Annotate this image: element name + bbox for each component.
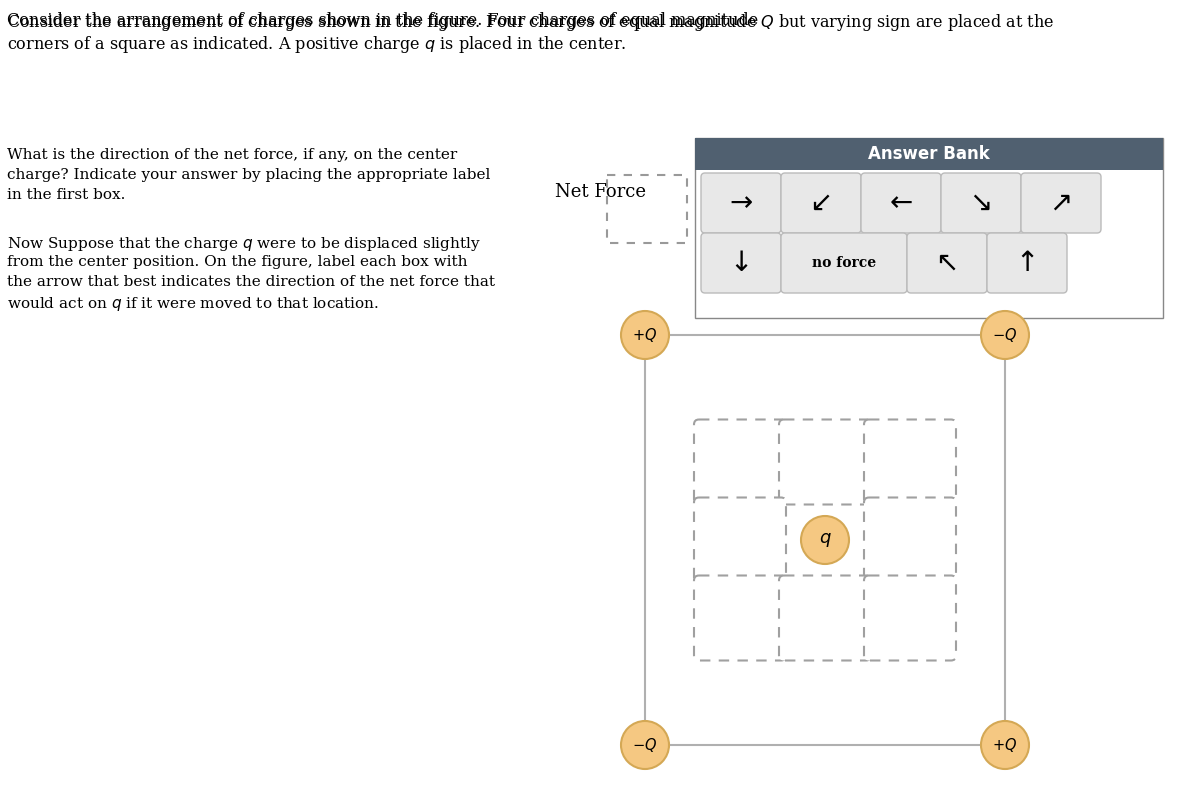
FancyBboxPatch shape (702, 233, 781, 293)
FancyBboxPatch shape (864, 576, 955, 660)
Text: charge? Indicate your answer by placing the appropriate label: charge? Indicate your answer by placing … (7, 168, 490, 182)
Circle shape (981, 721, 1029, 769)
Text: would act on $q$ if it were moved to that location.: would act on $q$ if it were moved to tha… (7, 295, 379, 313)
Text: Now Suppose that the charge $q$ were to be displaced slightly: Now Suppose that the charge $q$ were to … (7, 235, 481, 253)
FancyBboxPatch shape (694, 138, 1163, 170)
Text: $-Q$: $-Q$ (632, 736, 658, 754)
FancyBboxPatch shape (861, 173, 941, 233)
FancyBboxPatch shape (694, 498, 787, 582)
Text: Net Force: Net Force (555, 183, 646, 201)
FancyBboxPatch shape (987, 233, 1066, 293)
Text: ↙: ↙ (809, 189, 833, 217)
FancyBboxPatch shape (702, 173, 781, 233)
Text: no force: no force (813, 256, 876, 270)
Text: Consider the arrangement of charges shown in the figure. Four charges of equal m: Consider the arrangement of charges show… (7, 12, 763, 29)
Text: ↖: ↖ (935, 249, 959, 277)
FancyBboxPatch shape (779, 419, 872, 505)
FancyBboxPatch shape (907, 233, 987, 293)
Text: Answer Bank: Answer Bank (868, 145, 990, 163)
Text: from the center position. On the figure, label each box with: from the center position. On the figure,… (7, 255, 468, 269)
Circle shape (801, 516, 849, 564)
FancyBboxPatch shape (607, 175, 687, 243)
Text: →: → (730, 189, 752, 217)
Text: ↘: ↘ (970, 189, 992, 217)
FancyBboxPatch shape (694, 419, 787, 505)
Text: $+Q$: $+Q$ (992, 736, 1018, 754)
Circle shape (981, 311, 1029, 359)
FancyBboxPatch shape (941, 173, 1022, 233)
Text: ↓: ↓ (730, 249, 752, 277)
FancyBboxPatch shape (694, 576, 787, 660)
Text: $-Q$: $-Q$ (992, 326, 1018, 344)
Text: What is the direction of the net force, if any, on the center: What is the direction of the net force, … (7, 148, 457, 162)
Text: the arrow that best indicates the direction of the net force that: the arrow that best indicates the direct… (7, 275, 495, 289)
FancyBboxPatch shape (781, 173, 861, 233)
Text: $+Q$: $+Q$ (632, 326, 658, 344)
FancyBboxPatch shape (864, 419, 955, 505)
Text: $q$: $q$ (818, 531, 831, 549)
Text: ↑: ↑ (1016, 249, 1038, 277)
FancyBboxPatch shape (1022, 173, 1101, 233)
Circle shape (621, 721, 668, 769)
FancyBboxPatch shape (779, 576, 872, 660)
Text: Consider the arrangement of charges shown in the figure. Four charges of equal m: Consider the arrangement of charges show… (7, 12, 1055, 33)
Text: in the first box.: in the first box. (7, 188, 125, 202)
Text: corners of a square as indicated. A positive charge $q$ is placed in the center.: corners of a square as indicated. A posi… (7, 34, 626, 55)
FancyBboxPatch shape (864, 498, 955, 582)
Circle shape (621, 311, 668, 359)
Text: ↗: ↗ (1050, 189, 1072, 217)
FancyBboxPatch shape (694, 138, 1163, 318)
FancyBboxPatch shape (781, 233, 907, 293)
Text: ←: ← (889, 189, 913, 217)
